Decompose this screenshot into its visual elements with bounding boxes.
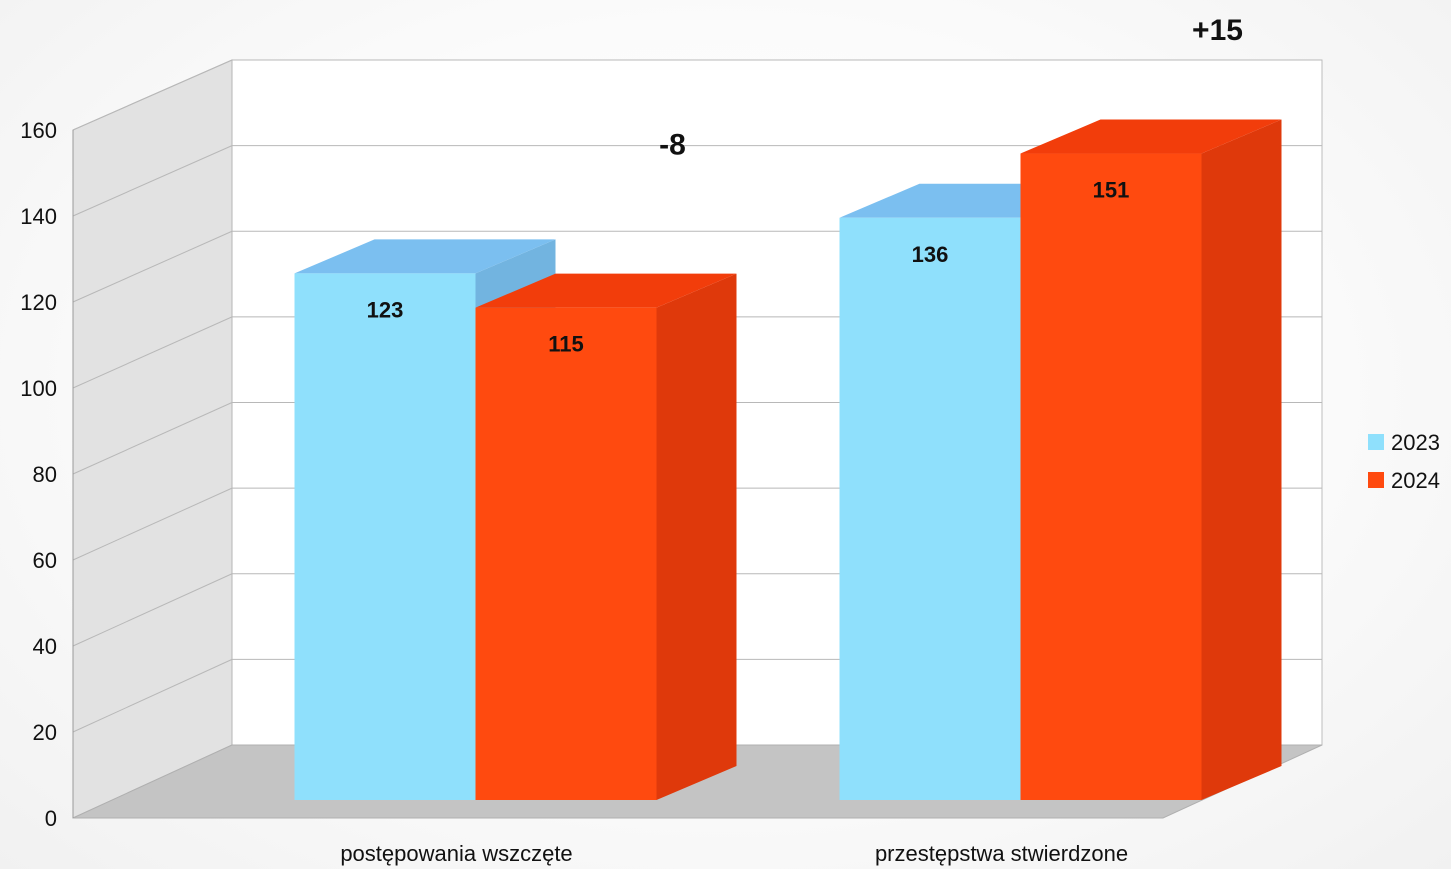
x-axis: postępowania wszczęte przestępstwa stwier… — [340, 841, 1128, 866]
legend-swatch — [1368, 472, 1384, 488]
bar-przestepstwa-stwierdzone-2024-front — [1020, 153, 1202, 800]
grid-line-side — [72, 59, 233, 131]
y-tick-label: 140 — [20, 204, 57, 229]
grid-line-side — [72, 230, 233, 303]
x-tick-label: przestępstwa stwierdzone — [875, 841, 1128, 866]
data-labels: 123 115 136 151 — [367, 178, 1130, 357]
data-label: 115 — [548, 332, 584, 357]
y-tick-label: 40 — [33, 634, 57, 659]
data-label: 136 — [912, 242, 949, 267]
difference-annotation: +15 — [1192, 14, 1243, 47]
legend-swatch — [1368, 434, 1384, 450]
bar-postepowania-wszczete-2023-front — [294, 273, 476, 800]
bar-postepowania-wszczete-2024 — [475, 273, 737, 800]
y-tick-label: 60 — [33, 548, 57, 573]
bar-przestepstwa-stwierdzone-2023-front — [839, 217, 1021, 800]
grid-line-side — [72, 145, 233, 217]
legend-label: 2024 — [1391, 468, 1440, 493]
bar-postepowania-wszczete-2024-side — [656, 273, 737, 800]
y-tick-label: 120 — [20, 290, 57, 315]
data-label: 151 — [1093, 178, 1130, 203]
y-tick-label: 100 — [20, 376, 57, 401]
y-tick-label: 80 — [33, 462, 57, 487]
bar-przestepstwa-stwierdzone-2024-top — [1020, 119, 1282, 154]
bars — [294, 119, 1282, 800]
grid-line-side — [72, 487, 233, 561]
x-tick-label: postępowania wszczęte — [340, 841, 572, 866]
grid-line-side — [72, 402, 233, 475]
y-axis: 0 20 40 60 80 100 120 140 160 — [20, 118, 57, 831]
y-tick-label: 20 — [33, 720, 57, 745]
bar-postepowania-wszczete-2023-top — [294, 239, 556, 274]
grid-line-side — [72, 658, 233, 733]
bar-przestepstwa-stwierdzone-2024 — [1020, 119, 1282, 800]
grid-line-side — [72, 316, 233, 389]
bar-przestepstwa-stwierdzone-2024-side — [1201, 119, 1282, 800]
difference-annotation: -8 — [659, 128, 686, 161]
y-tick-label: 0 — [45, 806, 57, 831]
side-wall — [72, 59, 233, 819]
bar-postepowania-wszczete-2024-front — [475, 307, 657, 800]
legend-label: 2023 — [1391, 430, 1440, 455]
annotations: -8 +15 — [659, 14, 1243, 161]
data-label: 123 — [367, 297, 404, 322]
legend: 2023 2024 — [1368, 430, 1440, 493]
y-tick-label: 160 — [20, 118, 57, 143]
grid-line-side — [72, 573, 233, 647]
bar-postepowania-wszczete-2024-top — [475, 273, 737, 308]
